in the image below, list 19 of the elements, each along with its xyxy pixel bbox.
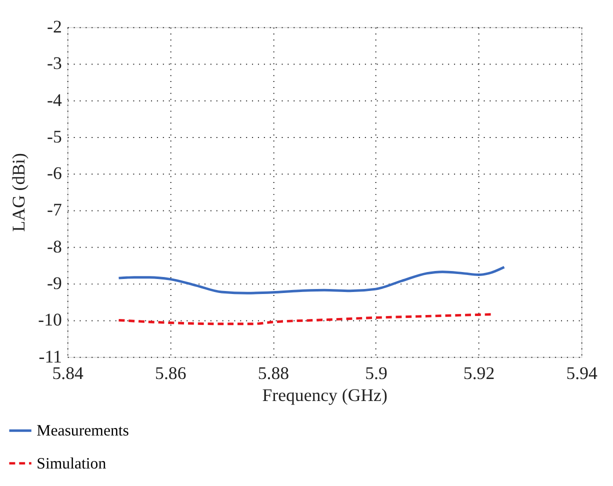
legend-label: Measurements	[36, 422, 129, 440]
y-tick-label: -3	[47, 53, 62, 74]
x-tick-label: 5.92	[463, 363, 495, 384]
line-series	[118, 266, 506, 294]
legend-label: Simulation	[36, 455, 106, 472]
y-tick-label: -2	[47, 16, 62, 37]
y-axis-title: LAG (dBi)	[8, 153, 28, 232]
y-tick-label: -7	[47, 200, 62, 220]
x-tick-label: 5.94	[566, 363, 598, 384]
y-tick-label: -10	[38, 310, 62, 330]
y-tick-label: -6	[47, 163, 62, 184]
x-tick-label: 5.86	[155, 363, 186, 384]
y-tick-label: -4	[47, 90, 62, 110]
x-axis-title: Frequency (GHz)	[262, 384, 388, 405]
y-tick-label: -8	[47, 236, 62, 256]
y-tick-label: -9	[47, 273, 62, 294]
x-tick-label: 5.9	[365, 363, 388, 384]
x-tick-label: 5.88	[258, 363, 290, 384]
y-tick-label: -5	[47, 126, 62, 146]
